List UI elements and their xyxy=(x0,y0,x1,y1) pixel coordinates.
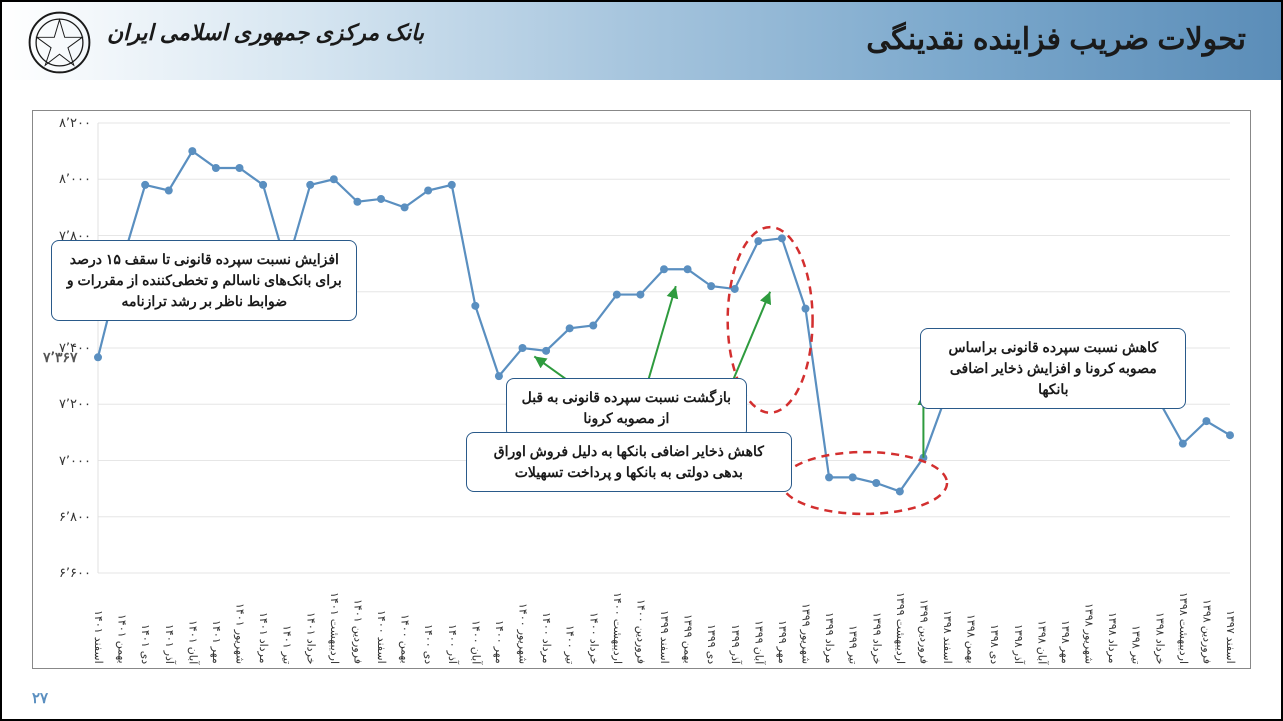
page-title: تحولات ضریب فزاینده نقدینگی xyxy=(866,22,1246,57)
x-tick-label: آذر ۱۴۰۱ xyxy=(163,577,176,664)
x-tick-label: اسفند ۱۳۹۷ xyxy=(1224,577,1237,664)
x-tick-label: آبان ۱۴۰۱ xyxy=(186,577,199,664)
x-tick-label: فروردین ۱۴۰۱ xyxy=(351,577,364,664)
x-tick-label: آذر ۱۳۹۹ xyxy=(729,577,742,664)
x-tick-label: مرداد ۱۳۹۸ xyxy=(1106,577,1119,664)
x-tick-label: بهمن ۱۴۰۰ xyxy=(399,577,412,664)
callout-reserve-decrease: کاهش نسبت سپرده قانونی براساس مصوبه کرون… xyxy=(920,328,1186,409)
y-tick-label: ۷٬۰۰۰ xyxy=(43,453,91,469)
cbi-logo xyxy=(27,10,92,75)
x-tick-label: اسفند ۱۴۰۰ xyxy=(375,577,388,664)
x-tick-label: دی ۱۴۰۱ xyxy=(139,577,152,664)
x-tick-label: تیر ۱۳۹۸ xyxy=(1130,577,1143,664)
x-tick-label: خرداد ۱۴۰۱ xyxy=(304,577,317,664)
y-tick-label: ۶٬۸۰۰ xyxy=(43,509,91,525)
x-tick-label: آبان ۱۳۹۹ xyxy=(752,577,765,664)
x-tick-label: بهمن ۱۳۹۹ xyxy=(682,577,695,664)
x-tick-label: مهر ۱۴۰۱ xyxy=(210,577,223,664)
x-tick-label: مهر ۱۴۰۰ xyxy=(493,577,506,664)
x-tick-label: تیر ۱۴۰۱ xyxy=(281,577,294,664)
x-tick-label: خرداد ۱۳۹۹ xyxy=(870,577,883,664)
y-tick-label: ۸٬۰۰۰ xyxy=(43,171,91,187)
x-tick-label: اسفند ۱۳۹۸ xyxy=(941,577,954,664)
x-tick-label: مرداد ۱۴۰۱ xyxy=(257,577,270,664)
callout-reserve-return: بازگشت نسبت سپرده قانونی به قبل از مصوبه… xyxy=(506,378,747,438)
x-tick-label: آبان ۱۳۹۸ xyxy=(1035,577,1048,664)
x-tick-label: شهریور ۱۴۰۰ xyxy=(517,577,530,664)
x-tick-label: اردیبهشت ۱۴۰۱ xyxy=(328,577,341,664)
bank-name: بانک مرکزی جمهوری اسلامی ایران xyxy=(107,20,424,46)
y-tick-label: ۶٬۶۰۰ xyxy=(43,565,91,581)
x-tick-label: بهمن ۱۴۰۱ xyxy=(116,577,129,664)
x-tick-label: اسفند ۱۳۹۹ xyxy=(658,577,671,664)
x-tick-label: دی ۱۴۰۰ xyxy=(422,577,435,664)
x-tick-label: مرداد ۱۴۰۰ xyxy=(540,577,553,664)
x-tick-label: فروردین ۱۳۹۸ xyxy=(1200,577,1213,664)
callout-reserve-increase: افزایش نسبت سپرده قانونی تا سقف ۱۵ درصد … xyxy=(51,240,357,321)
x-tick-label: بهمن ۱۳۹۸ xyxy=(965,577,978,664)
x-tick-label: دی ۱۳۹۹ xyxy=(705,577,718,664)
x-tick-label: آبان ۱۴۰۰ xyxy=(469,577,482,664)
x-tick-label: شهریور ۱۴۰۱ xyxy=(234,577,247,664)
x-tick-label: اردیبهشت ۱۳۹۹ xyxy=(894,577,907,664)
page-number: ۲۷ xyxy=(32,689,48,707)
y-tick-label: ۸٬۲۰۰ xyxy=(43,115,91,131)
x-tick-label: مرداد ۱۳۹۹ xyxy=(823,577,836,664)
x-tick-label: آذر ۱۴۰۰ xyxy=(446,577,459,664)
y-tick-label: ۷٬۴۰۰ xyxy=(43,340,91,356)
x-tick-label: فروردین ۱۴۰۰ xyxy=(634,577,647,664)
y-tick-label: ۷٬۲۰۰ xyxy=(43,396,91,412)
x-tick-label: دی ۱۳۹۸ xyxy=(988,577,1001,664)
x-tick-label: اردیبهشت ۱۳۹۸ xyxy=(1177,577,1190,664)
x-tick-label: مهر ۱۳۹۸ xyxy=(1059,577,1072,664)
x-tick-label: آذر ۱۳۹۸ xyxy=(1012,577,1025,664)
x-tick-label: تیر ۱۴۰۰ xyxy=(564,577,577,664)
x-tick-label: اسفند ۱۴۰۱ xyxy=(92,577,105,664)
x-tick-label: فروردین ۱۳۹۹ xyxy=(917,577,930,664)
x-tick-label: خرداد ۱۳۹۸ xyxy=(1153,577,1166,664)
callout-excess-reserves: کاهش ذخایر اضافی بانکها به دلیل فروش اور… xyxy=(466,432,792,492)
x-tick-label: تیر ۱۳۹۹ xyxy=(847,577,860,664)
x-tick-label: اردیبهشت ۱۴۰۰ xyxy=(611,577,624,664)
x-tick-label: مهر ۱۳۹۹ xyxy=(776,577,789,664)
x-tick-label: خرداد ۱۴۰۰ xyxy=(587,577,600,664)
x-tick-label: شهریور ۱۳۹۹ xyxy=(800,577,813,664)
x-tick-label: شهریور ۱۳۹۸ xyxy=(1083,577,1096,664)
